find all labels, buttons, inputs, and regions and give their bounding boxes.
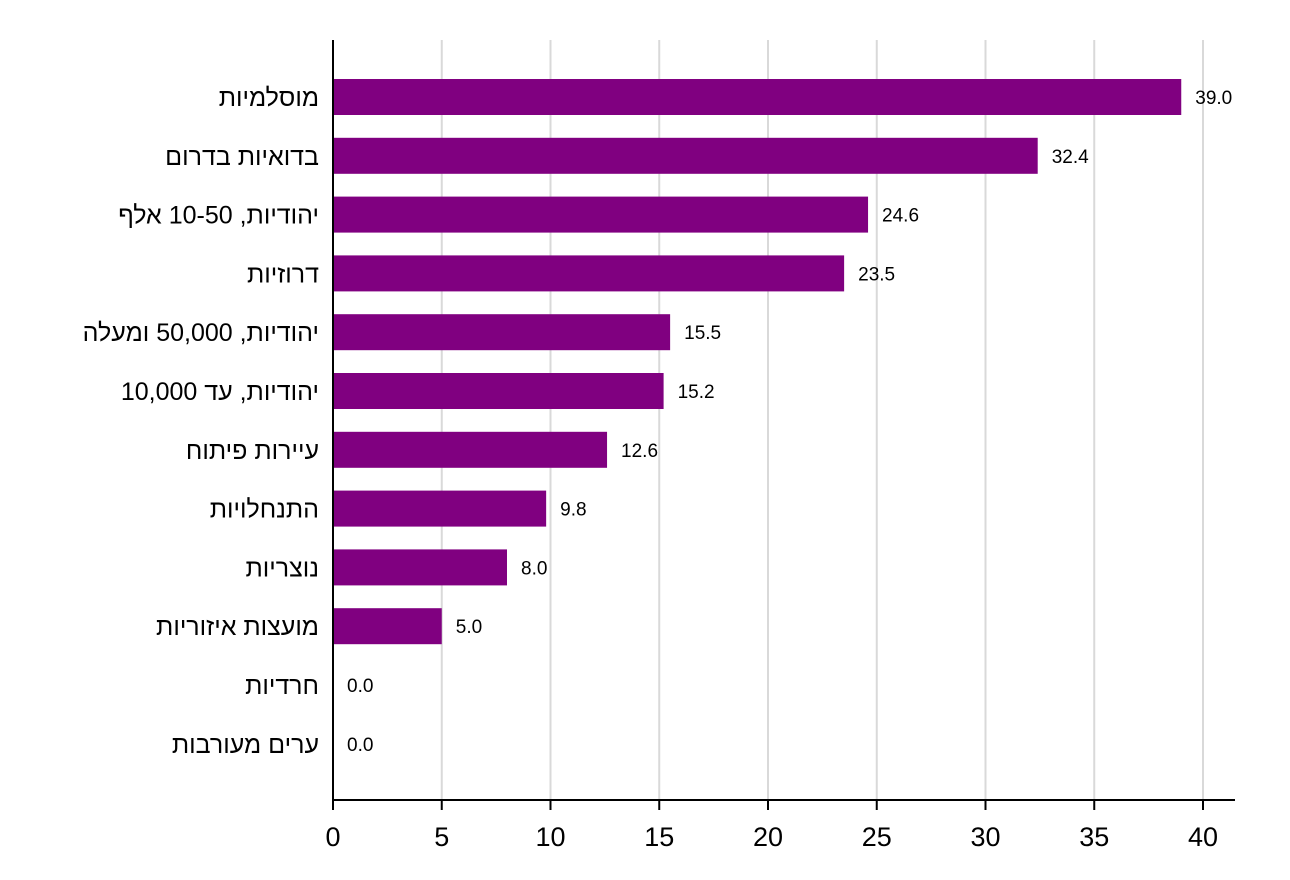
x-tick-label-40: 40 — [1188, 822, 1218, 852]
x-tick-label-30: 30 — [970, 822, 1000, 852]
value-label-4: 15.5 — [684, 323, 721, 344]
category-label-10: חרדיות — [245, 672, 319, 700]
bar-6 — [333, 431, 608, 468]
bar-9 — [333, 608, 442, 645]
value-label-9: 5.0 — [456, 617, 482, 638]
category-label-7: התנחלויות — [210, 496, 319, 524]
category-label-9: מועצות איזוריות — [156, 613, 319, 641]
x-tick-label-25: 25 — [862, 822, 892, 852]
bar-8 — [333, 549, 507, 586]
value-label-2: 24.6 — [882, 206, 919, 227]
bar-7 — [333, 490, 547, 527]
x-tick-label-15: 15 — [644, 822, 674, 852]
category-label-4: יהודיות, 50,000 ומעלה — [83, 319, 319, 347]
labels: מוסלמיות 39.0 בדואיות בדרום 32.4 יהודיות, 10… — [83, 84, 1233, 852]
value-label-11: 0.0 — [347, 735, 373, 756]
bar-4 — [333, 314, 671, 351]
category-label-5: יהודיות, עד 10,000 — [121, 378, 319, 406]
x-tick-label-20: 20 — [753, 822, 783, 852]
value-label-1: 32.4 — [1052, 147, 1089, 168]
value-label-6: 12.6 — [621, 441, 658, 462]
value-label-3: 23.5 — [858, 264, 895, 285]
bars — [333, 79, 1182, 645]
bar-3 — [333, 255, 845, 292]
x-tick-label-0: 0 — [325, 822, 340, 852]
category-label-2: יהודיות, 10-50 אלף — [118, 202, 319, 230]
category-label-0: מוסלמיות — [219, 84, 319, 112]
x-tick-label-35: 35 — [1079, 822, 1109, 852]
value-label-7: 9.8 — [560, 500, 586, 521]
value-label-0: 39.0 — [1195, 88, 1232, 109]
category-label-1: בדואיות בדרום — [165, 143, 319, 171]
category-label-8: נוצריות — [246, 554, 319, 582]
axes — [332, 40, 1235, 810]
value-label-8: 8.0 — [521, 558, 547, 579]
value-label-5: 15.2 — [678, 382, 715, 403]
value-label-10: 0.0 — [347, 676, 373, 697]
category-label-3: דרוזיות — [247, 260, 319, 288]
category-label-6: עיירות פיתוח — [186, 437, 319, 465]
x-tick-label-10: 10 — [535, 822, 565, 852]
bar-5 — [333, 373, 664, 409]
bar-1 — [333, 137, 1038, 174]
bar-2 — [333, 196, 869, 233]
category-label-11: ערים מעורבות — [172, 731, 319, 759]
x-tick-label-5: 5 — [434, 822, 449, 852]
bar-0 — [333, 79, 1182, 115]
